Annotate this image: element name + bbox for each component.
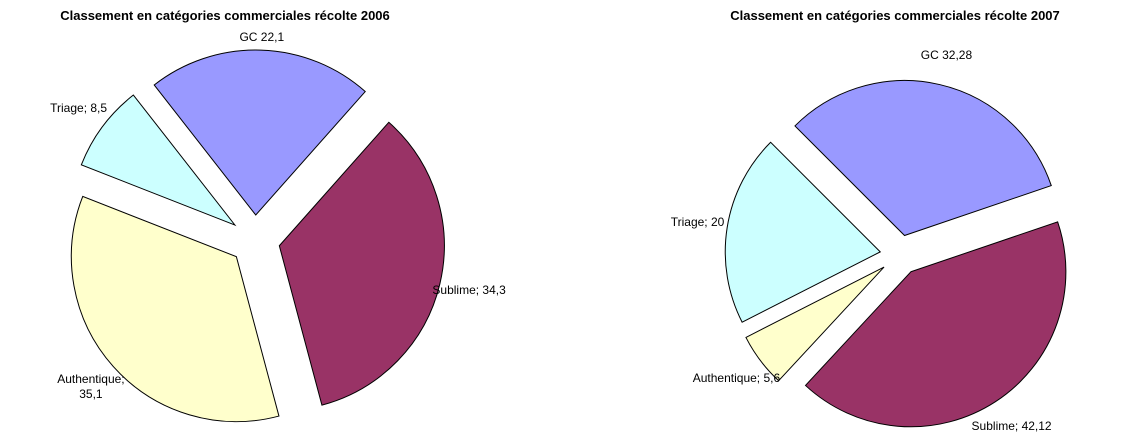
chart-title: Classement en catégories commerciales ré…: [730, 8, 1060, 23]
pie-slice: [70, 195, 280, 423]
data-label: GC 32,28: [920, 47, 973, 62]
data-label: Sublime; 34,3: [432, 283, 506, 298]
pie-slice: [278, 121, 445, 406]
data-label: GC 22,1: [239, 30, 285, 44]
pie-slice: [80, 94, 237, 227]
data-label: Sublime; 42,12: [971, 419, 1052, 433]
data-label: Authentique; 35,1: [57, 371, 125, 401]
pie-slice: [724, 141, 882, 323]
data-label: Triage; 20: [670, 215, 725, 230]
pie-slice: [794, 80, 1052, 237]
pie-slice: [153, 49, 366, 216]
chart-title: Classement en catégories commerciales ré…: [60, 8, 390, 23]
pie-slice: [745, 266, 885, 382]
data-label: Authentique; 5,6: [692, 371, 781, 386]
data-label: Triage; 8,5: [50, 101, 108, 116]
pie-slice: [804, 221, 1067, 428]
